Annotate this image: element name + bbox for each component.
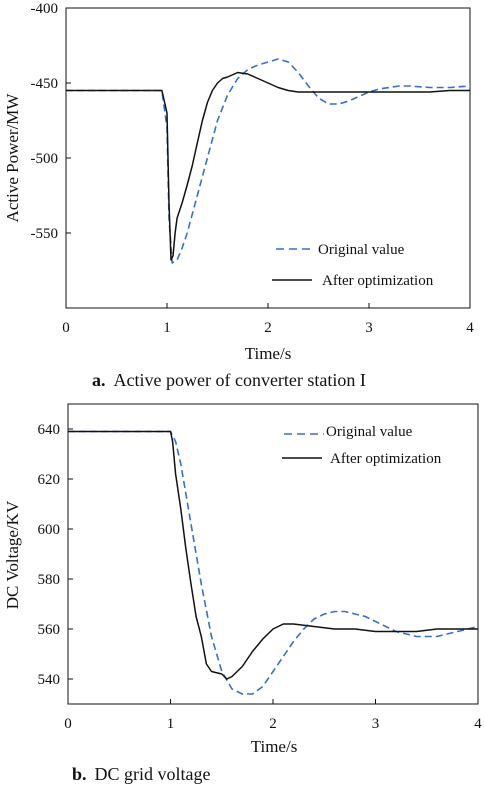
- chart-b-y-tick-label: 620: [38, 472, 61, 488]
- chart-b-legend-original-label: Original value: [326, 424, 413, 440]
- chart-b-ticks: 0 1 2 3 4 540 560 580 600 620 640: [38, 422, 483, 732]
- chart-a-x-tick-label: 1: [163, 320, 171, 336]
- chart-b-y-tick-label: 600: [38, 522, 61, 538]
- chart-b-y-tick-label: 580: [38, 572, 61, 588]
- chart-b-frame: [67, 403, 479, 705]
- chart-b-caption-letter: b.: [72, 764, 87, 784]
- chart-a-legend-optimized-label: After optimization: [322, 273, 434, 289]
- chart-b-legend-optimized-label: After optimization: [330, 451, 442, 467]
- chart-b-caption-text: DC grid voltage: [95, 764, 211, 784]
- chart-a-series-optimized-line: [66, 71, 470, 261]
- chart-a-x-tick-label: 4: [466, 320, 474, 336]
- chart-a-frame: [65, 7, 471, 309]
- chart-a-caption-letter: a.: [92, 370, 106, 390]
- chart-a-legend-original-label: Original value: [318, 242, 405, 258]
- chart-a-caption: a. Active power of converter station I: [92, 370, 366, 390]
- chart-a-x-axis-label: Time/s: [245, 344, 292, 363]
- chart-a-x-tick-label: 0: [62, 320, 70, 336]
- chart-a-y-tick-label: -450: [31, 76, 59, 92]
- chart-b-y-tick-label: 560: [38, 622, 61, 638]
- chart-b-lines: [68, 430, 479, 695]
- chart-a-y-tick-label: -400: [31, 1, 59, 17]
- chart-b-series-optimized-line: [68, 430, 478, 680]
- chart-a-ticks: 0 1 2 3 4 -400 -450 -500 -550: [31, 1, 475, 336]
- chart-b-x-tick-label: 0: [64, 716, 72, 732]
- chart-a-y-tick-label: -500: [31, 151, 59, 167]
- chart-a-x-tick-label: 3: [365, 320, 373, 336]
- chart-b-x-tick-label: 2: [269, 716, 277, 732]
- chart-a-caption-text: Active power of converter station I: [114, 370, 366, 390]
- chart-active-power: 0 1 2 3 4 -400 -450 -500 -550 Original value Aft…: [3, 1, 474, 390]
- chart-a-x-tick-label: 2: [264, 320, 272, 336]
- chart-a-y-tick-label: -550: [31, 226, 59, 242]
- chart-b-x-tick-label: 3: [372, 716, 380, 732]
- chart-b-y-axis-label: DC Voltage/KV: [3, 500, 22, 609]
- chart-b-legend: Original value After optimization: [282, 424, 442, 467]
- chart-dc-voltage: 0 1 2 3 4 540 560 580 600 620 640 Original value A…: [3, 403, 483, 784]
- chart-b-caption: b. DC grid voltage: [72, 764, 211, 784]
- chart-a-y-axis-label: Active Power/MW: [3, 93, 22, 223]
- chart-b-y-tick-label: 640: [38, 422, 61, 438]
- chart-b-series-original-line: [68, 430, 479, 695]
- chart-b-y-tick-label: 540: [38, 672, 61, 688]
- chart-b-x-tick-label: 1: [167, 716, 175, 732]
- chart-a-lines: [66, 58, 471, 264]
- chart-b-x-axis-label: Time/s: [251, 737, 298, 756]
- chart-b-x-tick-label: 4: [474, 716, 482, 732]
- chart-a-series-original-line: [66, 58, 471, 264]
- chart-a-legend: Original value After optimization: [272, 242, 434, 289]
